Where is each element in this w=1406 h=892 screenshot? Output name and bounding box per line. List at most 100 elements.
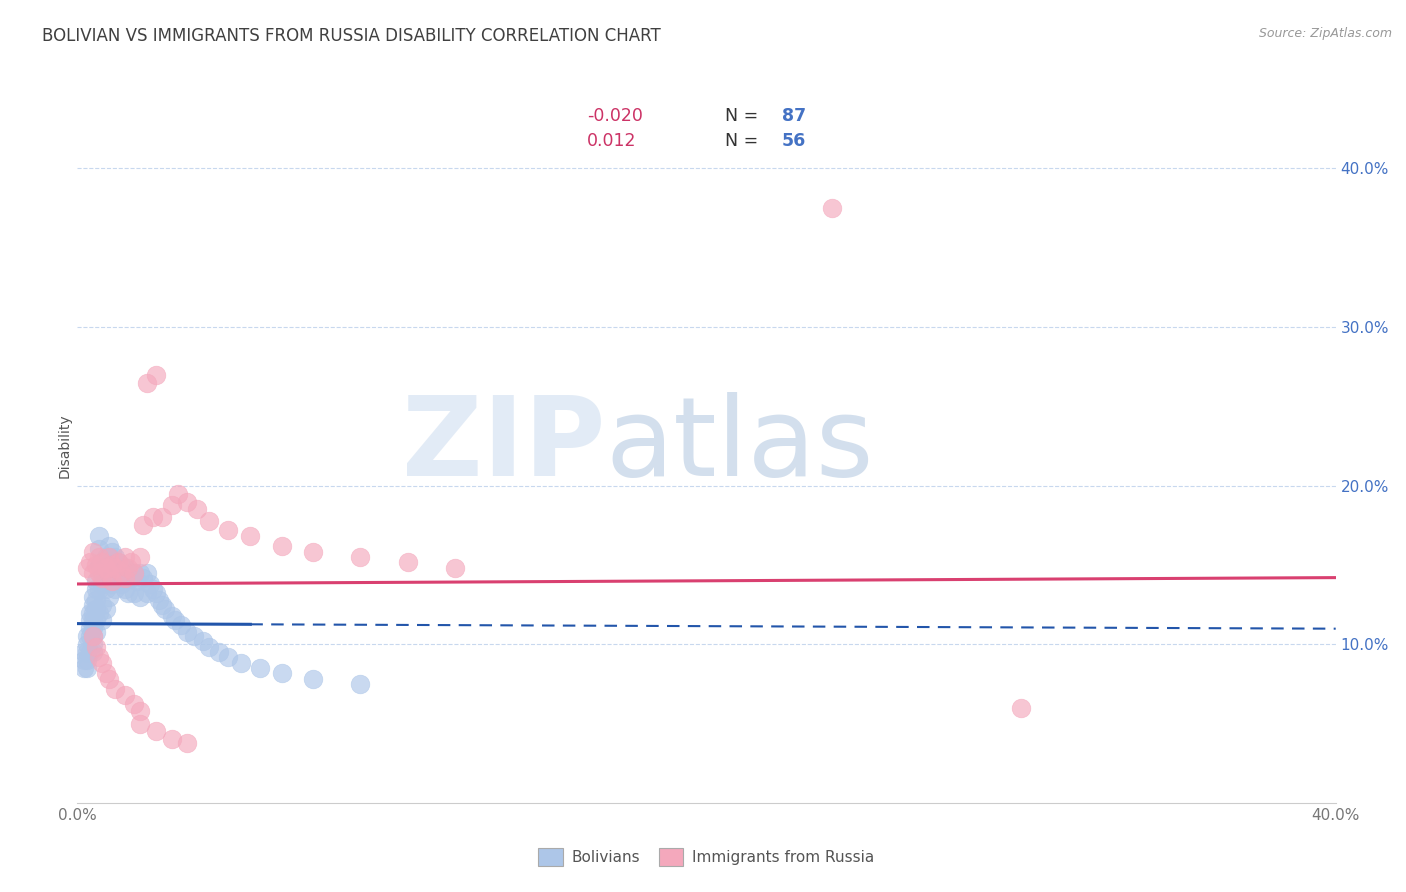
Point <box>82 590 104 604</box>
Text: -0.020: -0.020 <box>586 107 643 125</box>
Point <box>79 606 101 620</box>
Point <box>82 566 104 580</box>
Point <box>97 549 120 564</box>
Point <box>101 545 124 559</box>
Text: BOLIVIAN VS IMMIGRANTS FROM RUSSIA DISABILITY CORRELATION CHART: BOLIVIAN VS IMMIGRANTS FROM RUSSIA DISAB… <box>42 27 661 45</box>
Point <box>76 629 98 643</box>
Point <box>117 586 139 600</box>
Point <box>79 555 101 569</box>
Point <box>129 590 152 604</box>
Point <box>444 561 467 575</box>
Point <box>101 558 124 572</box>
Point <box>94 561 117 575</box>
Point <box>132 518 155 533</box>
Point <box>89 529 111 543</box>
Point <box>349 677 371 691</box>
Point <box>120 555 142 569</box>
Point <box>91 598 114 612</box>
Point <box>91 614 114 628</box>
Point <box>72 661 94 675</box>
Point <box>122 566 145 580</box>
Point <box>229 657 252 671</box>
Point <box>150 598 173 612</box>
Point <box>1010 700 1032 714</box>
Point <box>120 571 142 585</box>
Point <box>127 574 149 588</box>
Point <box>82 637 104 651</box>
Point <box>72 653 94 667</box>
Point <box>89 549 111 564</box>
Point <box>122 566 145 580</box>
Point <box>76 645 98 659</box>
Point <box>84 624 107 639</box>
Point <box>145 586 167 600</box>
Point <box>79 645 101 659</box>
Point <box>94 602 117 616</box>
Point <box>84 582 107 596</box>
Y-axis label: Disability: Disability <box>58 414 72 478</box>
Point <box>97 672 120 686</box>
Point <box>198 640 221 655</box>
Point <box>396 555 419 569</box>
Point <box>91 555 114 569</box>
Point <box>135 566 157 580</box>
Point <box>191 634 215 648</box>
Text: 0.012: 0.012 <box>586 132 637 150</box>
Point <box>170 618 193 632</box>
Point <box>107 574 129 588</box>
Text: ZIP: ZIP <box>402 392 606 500</box>
Point <box>94 549 117 564</box>
Point <box>239 529 262 543</box>
Point <box>82 645 104 659</box>
Text: 56: 56 <box>782 132 806 150</box>
Point <box>145 368 167 382</box>
Point <box>89 649 111 664</box>
Point <box>82 545 104 559</box>
Point <box>104 561 127 575</box>
Point <box>101 577 124 591</box>
Point <box>104 561 127 575</box>
Point <box>160 498 183 512</box>
Point <box>79 621 101 635</box>
Point <box>97 539 120 553</box>
Point <box>110 566 132 580</box>
Point <box>270 539 292 553</box>
Point <box>176 735 198 749</box>
Point <box>114 561 136 575</box>
Point <box>84 602 107 616</box>
Point <box>89 606 111 620</box>
Point <box>82 629 104 643</box>
Point <box>101 574 124 588</box>
Point <box>208 645 231 659</box>
Point <box>132 571 155 585</box>
Point <box>145 724 167 739</box>
Point <box>176 494 198 508</box>
Text: Source: ZipAtlas.com: Source: ZipAtlas.com <box>1258 27 1392 40</box>
Point <box>97 549 120 564</box>
Point <box>150 510 173 524</box>
Text: N =: N = <box>725 107 763 125</box>
Point <box>167 486 190 500</box>
Point <box>107 555 129 569</box>
Point <box>135 376 157 390</box>
Text: N =: N = <box>725 132 763 150</box>
Point <box>107 555 129 569</box>
Point <box>97 566 120 580</box>
Point <box>82 614 104 628</box>
Point <box>183 629 205 643</box>
Point <box>821 201 844 215</box>
Point <box>84 640 107 655</box>
Point <box>76 653 98 667</box>
Point <box>129 704 152 718</box>
Point <box>110 558 132 572</box>
Point <box>142 582 165 596</box>
Point <box>114 549 136 564</box>
Point <box>79 614 101 628</box>
Point <box>76 661 98 675</box>
Point <box>82 606 104 620</box>
Point <box>129 549 152 564</box>
Point <box>160 608 183 623</box>
Point <box>110 577 132 591</box>
Point <box>349 549 371 564</box>
Point <box>104 582 127 596</box>
